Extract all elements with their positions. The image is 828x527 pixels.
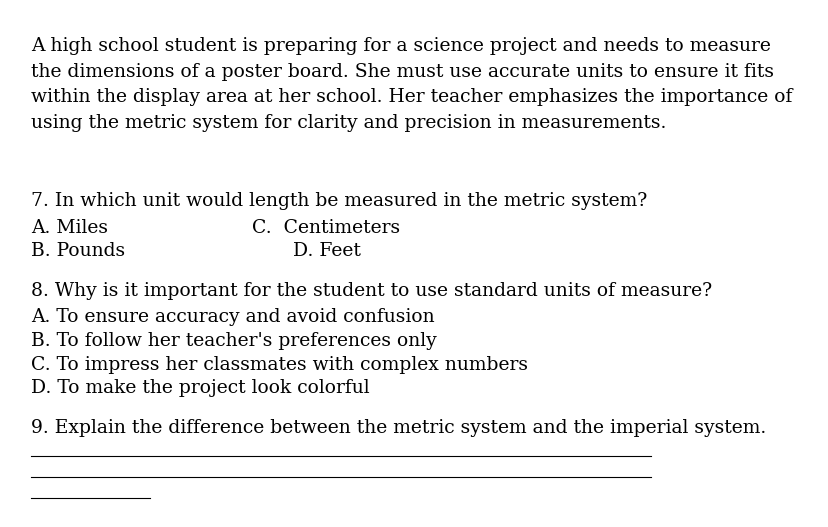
- Text: 9. Explain the difference between the metric system and the imperial system.: 9. Explain the difference between the me…: [31, 419, 765, 437]
- Text: B. Pounds: B. Pounds: [31, 242, 125, 260]
- Text: 8. Why is it important for the student to use standard units of measure?: 8. Why is it important for the student t…: [31, 282, 711, 300]
- Text: C.  Centimeters: C. Centimeters: [252, 219, 400, 237]
- Text: D. To make the project look colorful: D. To make the project look colorful: [31, 379, 368, 397]
- Text: B. To follow her teacher's preferences only: B. To follow her teacher's preferences o…: [31, 332, 436, 350]
- Text: D. Feet: D. Feet: [292, 242, 360, 260]
- Text: A. To ensure accuracy and avoid confusion: A. To ensure accuracy and avoid confusio…: [31, 308, 434, 326]
- Text: C. To impress her classmates with complex numbers: C. To impress her classmates with comple…: [31, 356, 527, 374]
- Text: A high school student is preparing for a science project and needs to measure
th: A high school student is preparing for a…: [31, 37, 791, 132]
- Text: 7. In which unit would length be measured in the metric system?: 7. In which unit would length be measure…: [31, 192, 646, 210]
- Text: A. Miles: A. Miles: [31, 219, 108, 237]
